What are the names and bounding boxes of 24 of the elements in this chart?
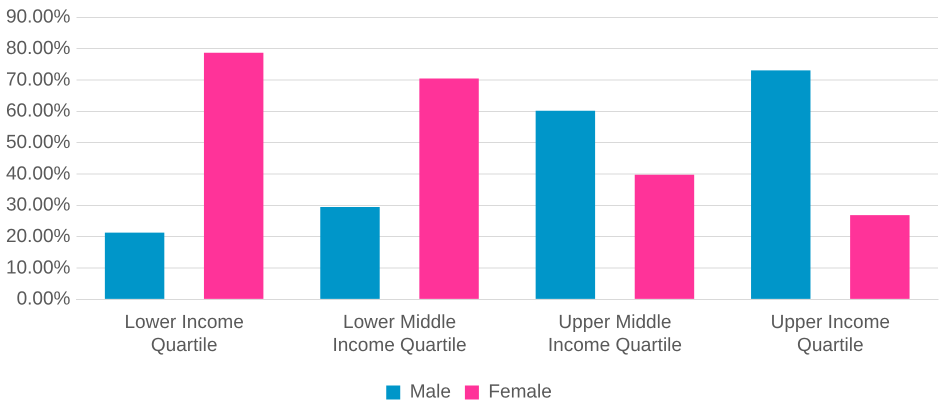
bar — [204, 52, 264, 299]
y-tick-label: 50.00% — [6, 132, 71, 153]
y-tick-label: 80.00% — [6, 38, 71, 59]
bar — [536, 110, 596, 299]
y-tick-label: 70.00% — [6, 69, 71, 90]
y-tick-label: 90.00% — [6, 6, 71, 28]
bar — [751, 70, 810, 299]
bar — [634, 174, 694, 299]
bar — [320, 206, 380, 299]
y-tick-label: 20.00% — [6, 226, 71, 247]
x-tick-label: Lower Income Quartile — [124, 312, 244, 356]
y-tick-label: 0.00% — [16, 288, 71, 310]
x-tick-label: Lower Middle Income Quartile — [332, 312, 467, 356]
y-tick-label: 40.00% — [6, 163, 71, 184]
bar — [419, 78, 479, 299]
y-tick-label: 10.00% — [6, 257, 71, 278]
legend-label: Male — [410, 382, 451, 403]
bar — [104, 232, 164, 299]
y-tick-label: 30.00% — [6, 194, 71, 216]
x-tick-label: Upper Income Quartile — [770, 312, 890, 356]
x-tick-label: Upper Middle Income Quartile — [548, 312, 682, 356]
legend-label: Female — [488, 382, 552, 403]
y-tick-label: 60.00% — [6, 100, 71, 122]
bar — [850, 215, 910, 299]
